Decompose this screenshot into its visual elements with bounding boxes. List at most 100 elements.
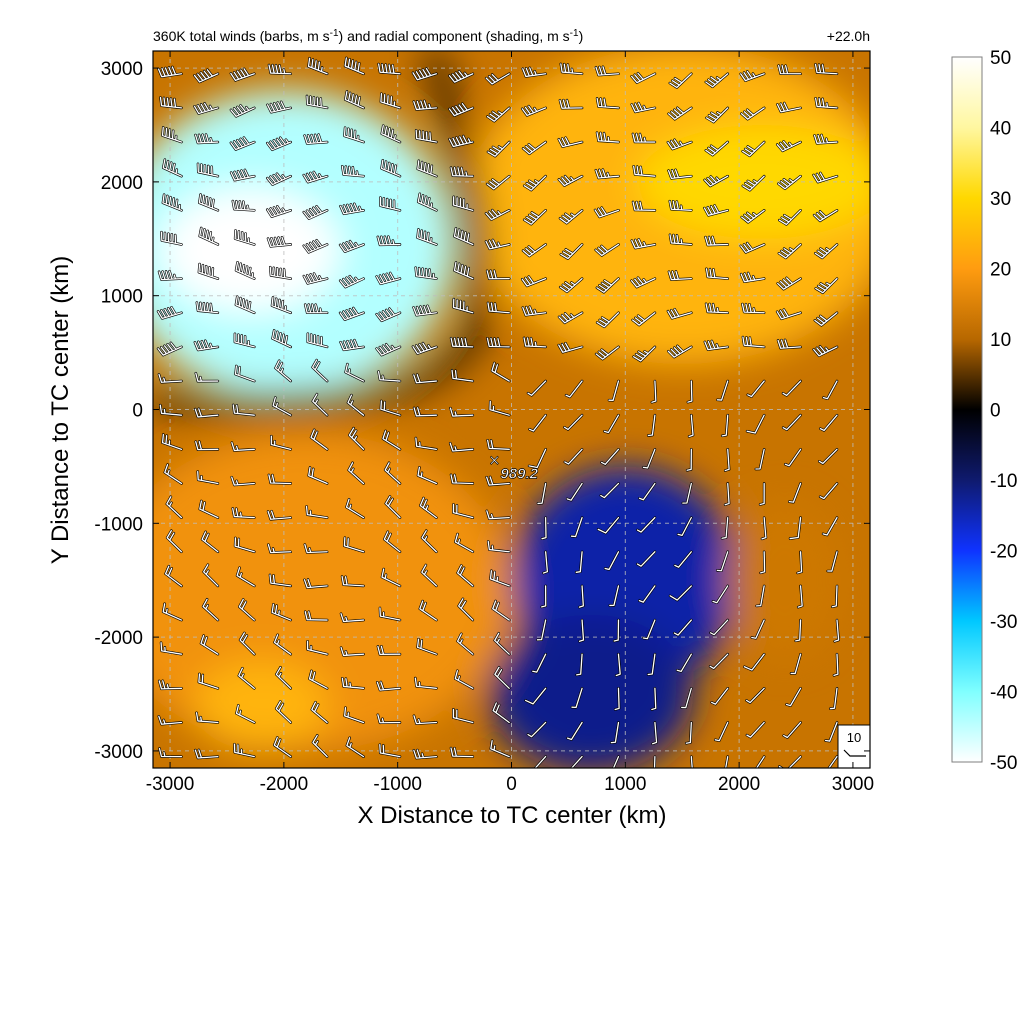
x-axis-ticks: -3000 -2000 -1000 0 1000 2000 3000 xyxy=(146,51,874,795)
wind-barb xyxy=(615,653,621,677)
colorbar-ticks: 50 40 30 20 10 0 -10 -20 -30 -40 -50 xyxy=(990,48,1017,774)
wind-barb xyxy=(380,400,401,416)
wind-barb xyxy=(740,107,765,120)
wind-barb xyxy=(778,209,802,226)
wind-barb xyxy=(413,715,438,725)
wind-barb xyxy=(687,380,693,403)
wind-barb xyxy=(448,135,474,148)
wind-barb xyxy=(457,564,474,587)
wind-barb xyxy=(266,205,292,218)
wind-barb xyxy=(157,306,183,320)
wind-barb xyxy=(560,63,583,75)
wind-barb xyxy=(631,238,656,249)
wind-barb xyxy=(235,261,255,280)
wind-barb xyxy=(310,429,328,450)
wind-barb xyxy=(492,600,510,621)
wind-barb xyxy=(412,305,438,316)
wind-barb xyxy=(827,551,838,572)
wind-barb xyxy=(273,634,292,655)
wind-barb xyxy=(196,301,219,314)
wind-barb xyxy=(534,755,547,768)
wind-barb xyxy=(341,677,365,689)
wind-barb xyxy=(523,209,547,225)
wind-barb xyxy=(266,101,292,113)
wind-barb xyxy=(651,721,658,745)
wind-barb xyxy=(304,611,328,621)
wind-barb xyxy=(688,414,694,438)
wind-barb xyxy=(491,362,510,382)
wind-barb xyxy=(682,482,692,504)
wind-barb xyxy=(668,107,692,120)
wind-barb xyxy=(834,619,840,642)
wind-barb xyxy=(303,578,328,589)
y-tick-label: 0 xyxy=(132,401,143,422)
wind-barb xyxy=(776,140,802,152)
shading-region xyxy=(488,614,694,768)
wind-barb xyxy=(604,551,620,571)
wind-barb xyxy=(814,243,838,259)
wind-barb xyxy=(377,370,401,382)
wind-barb xyxy=(571,687,583,709)
wind-barb xyxy=(638,482,656,501)
wind-barb xyxy=(199,500,219,519)
wind-barb xyxy=(346,737,365,758)
wind-barb xyxy=(633,165,656,177)
wind-barb xyxy=(570,755,583,768)
wind-barb xyxy=(339,307,365,321)
wind-barb xyxy=(157,342,183,356)
wind-barb xyxy=(307,333,328,348)
wind-barb xyxy=(745,687,765,704)
wind-barb xyxy=(303,171,328,183)
wind-barb xyxy=(194,340,219,351)
wind-barb xyxy=(275,700,292,724)
wind-barb xyxy=(448,102,474,117)
wind-barb xyxy=(377,236,401,246)
wind-barb xyxy=(813,134,838,144)
wind-barb xyxy=(636,551,656,567)
wind-barb xyxy=(721,516,729,539)
wind-barb xyxy=(449,442,474,452)
wind-barb xyxy=(341,575,365,587)
wind-barb xyxy=(378,63,401,75)
wind-barb xyxy=(453,227,474,246)
wind-barb xyxy=(777,277,802,290)
wind-barb xyxy=(724,482,730,506)
wind-barb xyxy=(416,228,438,246)
wind-barb xyxy=(559,99,583,109)
wind-barb xyxy=(527,721,547,738)
wind-barb xyxy=(578,619,585,642)
wind-barb xyxy=(344,706,365,724)
wind-barb xyxy=(339,339,365,351)
wind-barb xyxy=(669,234,692,246)
wind-barb xyxy=(486,439,510,450)
wind-barb xyxy=(419,600,438,621)
wind-barb xyxy=(788,482,802,503)
wind-barb xyxy=(651,687,657,711)
wind-barb xyxy=(421,564,438,587)
wind-barb xyxy=(166,529,183,553)
wind-barb xyxy=(164,565,183,587)
wind-barb xyxy=(417,193,438,211)
wind-barb xyxy=(596,132,620,143)
wind-barb xyxy=(347,394,365,416)
wind-barb xyxy=(377,714,401,724)
wind-barb xyxy=(270,435,292,450)
wind-barb xyxy=(822,380,838,400)
wind-barb xyxy=(232,507,255,519)
wind-barb xyxy=(379,744,401,758)
wind-barb xyxy=(489,570,510,587)
wind-barb xyxy=(541,516,547,540)
colorbar-tick-label: -10 xyxy=(990,471,1017,492)
wind-barb xyxy=(381,568,401,587)
wind-barb xyxy=(527,380,547,396)
y-tick-label: -1000 xyxy=(94,514,143,535)
wind-barb xyxy=(267,236,292,248)
wind-barb xyxy=(238,667,255,689)
wind-barb xyxy=(560,243,583,260)
wind-barb xyxy=(306,640,328,655)
wind-barb xyxy=(528,448,547,469)
wind-barb xyxy=(413,749,438,759)
wind-barb xyxy=(487,302,510,314)
wind-barb xyxy=(647,653,656,676)
